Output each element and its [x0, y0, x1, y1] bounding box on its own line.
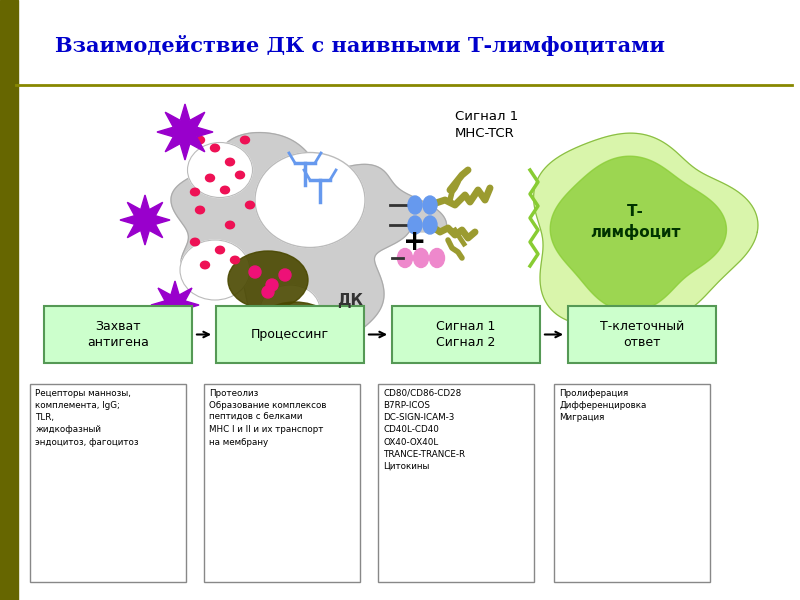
Ellipse shape: [246, 201, 254, 209]
Ellipse shape: [195, 136, 205, 144]
Text: +: +: [403, 228, 426, 256]
Ellipse shape: [215, 246, 225, 254]
Ellipse shape: [260, 285, 320, 335]
Text: Сигнал 1
МНС-TCR: Сигнал 1 МНС-TCR: [455, 110, 518, 140]
FancyBboxPatch shape: [568, 306, 716, 363]
Ellipse shape: [187, 142, 253, 197]
FancyBboxPatch shape: [44, 306, 192, 363]
Text: Рецепторы маннозы,
комплемента, IgG;
TLR,
жидкофазный
эндоцитоз, фагоцитоз: Рецепторы маннозы, комплемента, IgG; TLR…: [35, 389, 139, 446]
Circle shape: [262, 286, 274, 298]
Ellipse shape: [253, 302, 338, 362]
Text: Т-клеточный
ответ: Т-клеточный ответ: [600, 320, 684, 349]
Polygon shape: [550, 156, 726, 311]
Text: Протеолиз
Образование комплексов
пептидов с белками
МНС I и II и их транспорт
на: Протеолиз Образование комплексов пептидо…: [209, 389, 326, 446]
Text: Взаимодействие ДК с наивными Т-лимфоцитами: Взаимодействие ДК с наивными Т-лимфоцита…: [55, 35, 665, 56]
Text: Т-
лимфоцит: Т- лимфоцит: [590, 204, 680, 240]
Ellipse shape: [228, 251, 308, 309]
Circle shape: [249, 266, 261, 278]
Ellipse shape: [201, 261, 210, 269]
FancyBboxPatch shape: [392, 306, 540, 363]
FancyBboxPatch shape: [554, 384, 710, 582]
Polygon shape: [281, 316, 311, 347]
FancyBboxPatch shape: [30, 384, 186, 582]
FancyBboxPatch shape: [204, 384, 360, 582]
Ellipse shape: [408, 196, 422, 214]
Circle shape: [279, 269, 291, 281]
Ellipse shape: [241, 136, 250, 144]
Text: CD80/CD86-CD28
B7RP-ICOS
DC-SIGN-ICAM-3
CD40L-CD40
OX40-OX40L
TRANCE-TRANCE-R
Ци: CD80/CD86-CD28 B7RP-ICOS DC-SIGN-ICAM-3 …: [383, 389, 466, 471]
Text: Захват
антигена: Захват антигена: [87, 320, 149, 349]
Ellipse shape: [414, 248, 429, 268]
Ellipse shape: [255, 152, 365, 247]
Ellipse shape: [226, 221, 234, 229]
Text: Сигнал 1
Сигнал 2: Сигнал 1 Сигнал 2: [436, 320, 496, 349]
Text: Пролиферация
Дифференцировка
Миграция: Пролиферация Дифференцировка Миграция: [559, 389, 646, 422]
Text: ДК: ДК: [337, 292, 363, 307]
Ellipse shape: [423, 196, 437, 214]
Ellipse shape: [221, 186, 230, 194]
Ellipse shape: [423, 216, 437, 234]
Ellipse shape: [180, 240, 250, 300]
FancyBboxPatch shape: [378, 384, 534, 582]
Ellipse shape: [235, 171, 245, 179]
Polygon shape: [120, 195, 170, 245]
Ellipse shape: [195, 206, 205, 214]
Ellipse shape: [430, 248, 445, 268]
Circle shape: [266, 279, 278, 291]
Ellipse shape: [210, 144, 219, 152]
Polygon shape: [151, 281, 199, 329]
Ellipse shape: [206, 174, 214, 182]
Polygon shape: [171, 133, 446, 343]
Polygon shape: [157, 104, 213, 160]
Polygon shape: [534, 133, 758, 326]
Ellipse shape: [190, 188, 199, 196]
FancyBboxPatch shape: [216, 306, 364, 363]
Ellipse shape: [190, 238, 199, 246]
Text: Процессинг: Процессинг: [251, 328, 329, 341]
Ellipse shape: [398, 248, 413, 268]
Ellipse shape: [408, 216, 422, 234]
Bar: [0, 0, 18, 600]
Ellipse shape: [230, 256, 239, 264]
Ellipse shape: [226, 158, 234, 166]
